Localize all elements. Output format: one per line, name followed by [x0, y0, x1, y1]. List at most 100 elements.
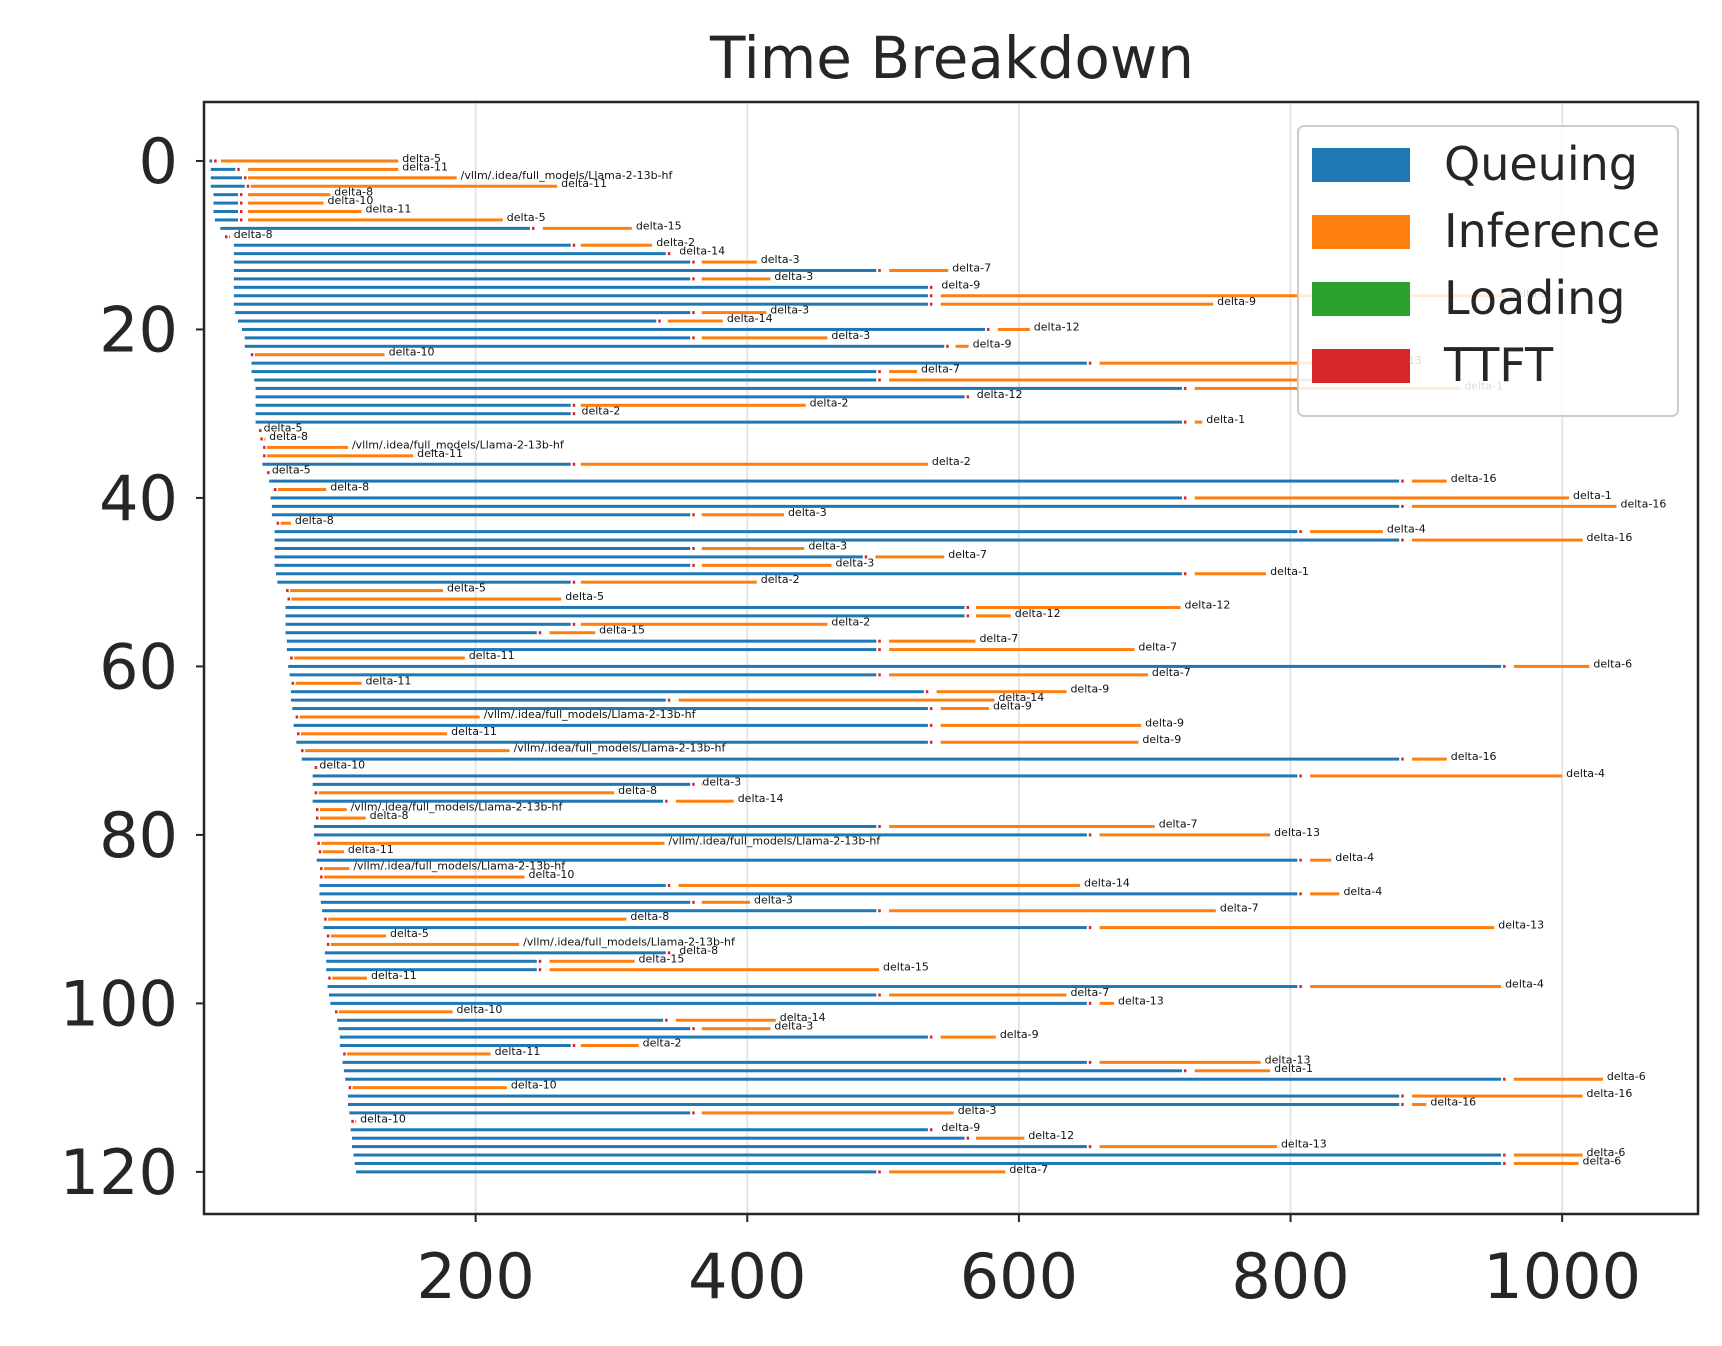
request-row-71: delta-16: [301, 750, 1497, 763]
inference-bar: [305, 749, 510, 753]
request-row-17: delta-9: [233, 295, 1256, 308]
request-label: delta-14: [679, 245, 725, 258]
request-label: delta-9: [1000, 1028, 1039, 1041]
queuing-bar: [286, 639, 877, 643]
request-row-88: delta-3: [320, 893, 793, 906]
request-label: delta-4: [1505, 978, 1544, 991]
inference-bar: [889, 639, 976, 643]
request-row-118: delta-6: [353, 1146, 1625, 1159]
request-label: delta-3: [808, 539, 847, 552]
ttft-mark: [239, 218, 243, 222]
request-label: delta-7: [1138, 641, 1177, 654]
ttft-mark: [239, 201, 243, 205]
request-row-72: delta-10: [314, 759, 365, 772]
queuing-bar: [352, 1136, 965, 1140]
ttft-mark: [1183, 572, 1187, 576]
request-label: delta-1: [1270, 565, 1309, 578]
inference-bar: [1099, 926, 1495, 930]
ttft-mark: [878, 909, 881, 913]
inference-bar: [220, 159, 399, 163]
ttft-mark: [572, 412, 576, 416]
inference-bar: [889, 824, 1155, 828]
ttft-mark: [878, 370, 881, 374]
queuing-bar: [244, 344, 945, 348]
request-label: delta-2: [831, 615, 870, 628]
ttft-mark: [351, 1119, 354, 1123]
inference-bar: [940, 294, 1506, 298]
request-row-58: delta-7: [286, 641, 1177, 654]
request-label: delta-9: [973, 337, 1012, 350]
request-label: delta-8: [370, 809, 409, 822]
queuing-bar: [326, 959, 537, 963]
queuing-bar: [354, 1161, 1502, 1165]
request-label: delta-13: [1265, 1053, 1311, 1066]
queuing-bar: [251, 370, 877, 374]
request-label: delta-4: [1343, 885, 1382, 898]
inference-bar: [254, 353, 385, 357]
ttft-mark: [692, 336, 695, 340]
request-label: delta-3: [754, 893, 793, 906]
request-row-103: delta-3: [338, 1020, 813, 1033]
request-row-98: delta-4: [327, 978, 1544, 991]
inference-bar: [1411, 504, 1617, 508]
inference-bar: [322, 850, 344, 854]
inference-bar: [1513, 1077, 1603, 1081]
request-row-15: delta-9: [233, 278, 980, 291]
inference-bar: [1310, 858, 1332, 862]
ttft-mark: [692, 1111, 695, 1115]
y-tick-label: 40: [99, 462, 178, 535]
request-label: delta-10: [389, 346, 435, 359]
request-label: delta-11: [451, 725, 497, 738]
request-row-85: delta-10: [320, 868, 574, 881]
request-label: delta-10: [529, 868, 575, 881]
request-label: delta-14: [780, 1011, 826, 1024]
inference-bar: [248, 201, 324, 205]
inference-bar: [976, 614, 1011, 618]
ttft-mark: [667, 951, 671, 955]
request-row-0: delta-5: [209, 152, 441, 165]
ttft-mark: [929, 740, 933, 744]
request-label: delta-13: [1118, 994, 1164, 1007]
request-label: delta-7: [1159, 817, 1198, 830]
request-label: delta-11: [402, 160, 448, 173]
request-row-30: delta-2: [255, 405, 620, 418]
ttft-mark: [237, 167, 240, 171]
ttft-mark: [214, 159, 217, 163]
queuing-bar: [288, 664, 1502, 668]
inference-bar: [889, 268, 949, 272]
request-row-94: delta-8: [324, 944, 718, 957]
ttft-mark: [692, 277, 695, 281]
request-label: delta-7: [952, 261, 991, 274]
request-label: delta-1: [1573, 489, 1612, 502]
request-row-101: delta-10: [335, 1003, 502, 1016]
request-row-40: delta-1: [270, 489, 1612, 502]
inference-bar: [295, 681, 362, 685]
queuing-bar: [269, 479, 1400, 483]
legend-box: [1297, 125, 1679, 417]
request-row-54: delta-12: [285, 607, 1061, 620]
ttft-mark: [667, 698, 671, 702]
inference-bar: [1513, 1161, 1579, 1165]
request-row-106: delta-11: [343, 1045, 540, 1058]
ttft-mark: [326, 942, 330, 946]
inference-bar: [1099, 1145, 1277, 1149]
ttft-mark: [1401, 757, 1404, 761]
ttft-mark: [348, 1086, 352, 1090]
queuing-bar: [214, 218, 238, 222]
request-row-51: delta-5: [286, 582, 486, 595]
ttft-mark: [692, 513, 695, 517]
queuing-bar: [312, 782, 691, 786]
request-row-117: delta-13: [352, 1138, 1327, 1151]
request-label: delta-12: [1034, 320, 1080, 333]
queuing-bar: [342, 1060, 1087, 1064]
queuing-bar: [314, 833, 1087, 837]
ttft-mark: [1401, 1102, 1404, 1106]
inference-bar: [701, 260, 757, 264]
queuing-bar: [271, 504, 1400, 508]
request-row-69: delta-9: [296, 733, 1181, 746]
queuing-bar: [339, 1035, 928, 1039]
queuing-bar: [314, 824, 877, 828]
inference-bar: [1411, 538, 1583, 542]
request-row-38: delta-16: [269, 472, 1497, 485]
request-row-75: delta-8: [314, 784, 657, 797]
